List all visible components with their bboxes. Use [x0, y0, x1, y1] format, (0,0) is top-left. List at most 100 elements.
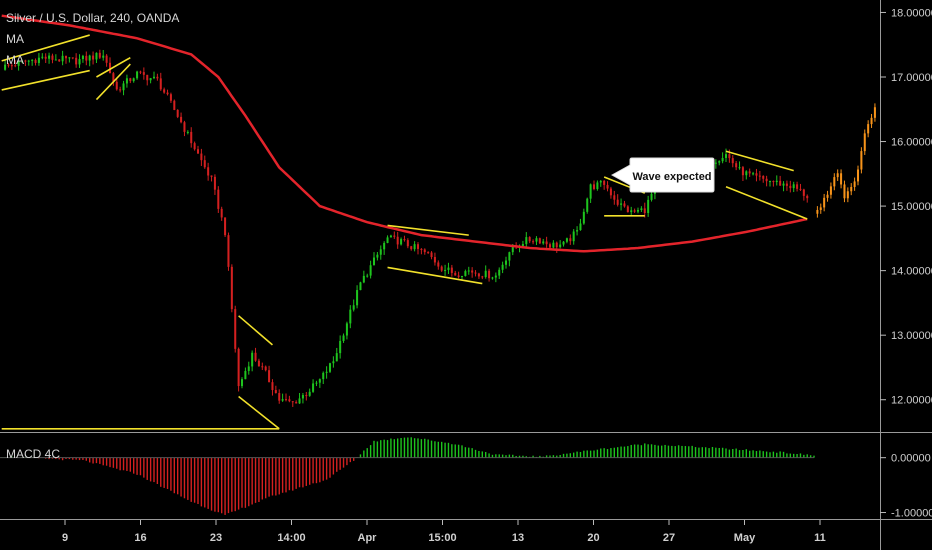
indicator-label-ma-1[interactable]: MA — [6, 32, 24, 46]
candle-body — [379, 249, 382, 255]
candle-body — [180, 116, 183, 123]
candle-body — [606, 184, 609, 189]
candle-body — [318, 379, 321, 383]
price-tick-label: 13.00000 — [891, 330, 932, 342]
candle-body — [775, 180, 778, 182]
candle-body — [339, 340, 342, 354]
candle-body — [765, 178, 768, 182]
candle-body — [254, 352, 257, 361]
candle-body — [58, 59, 61, 62]
moving-average-line — [1, 14, 808, 253]
candle-body — [122, 83, 125, 91]
candle-body — [427, 252, 430, 254]
candle-body — [284, 399, 288, 401]
candle-body — [484, 270, 487, 278]
candle-body — [802, 189, 805, 196]
candle-body — [213, 176, 216, 190]
candle-body — [562, 241, 565, 245]
candle-body — [315, 382, 318, 384]
candle-body — [413, 244, 416, 250]
candle-body — [92, 55, 95, 60]
candle-body — [196, 149, 200, 154]
candle-body — [423, 249, 426, 253]
candle-body — [728, 154, 731, 159]
candle-body — [555, 242, 558, 248]
candle-body — [406, 240, 409, 247]
candle-body — [112, 73, 115, 82]
candle-body — [755, 173, 758, 176]
candle-body — [264, 366, 267, 371]
candle-body — [20, 60, 24, 62]
candle-body — [572, 231, 575, 242]
candle-body — [450, 267, 453, 273]
candle-body — [325, 371, 328, 373]
candle-body — [576, 230, 579, 232]
candle-body — [589, 184, 592, 199]
macd-tick-label: -1.00000 — [891, 508, 932, 520]
candle-body — [305, 395, 308, 397]
candle-body — [108, 62, 112, 74]
candle-body — [582, 211, 585, 224]
candle-body — [586, 198, 589, 212]
candle-body — [592, 184, 596, 189]
candle-body — [271, 382, 274, 391]
candle-body — [186, 131, 189, 133]
indicator-label-ma-2[interactable]: MA — [6, 53, 24, 67]
candle-body — [119, 89, 122, 91]
projection-candle — [826, 194, 829, 198]
candle-body — [247, 366, 250, 371]
candle-body — [159, 78, 162, 90]
candle-body — [433, 257, 436, 263]
candle-body — [620, 203, 623, 205]
candle-body — [75, 57, 78, 65]
candle-body — [217, 189, 220, 209]
candle-body — [477, 273, 480, 277]
projection-candle — [840, 173, 843, 185]
time-tick-label: Apr — [358, 532, 378, 544]
candle-body — [498, 269, 501, 276]
candle-body — [599, 180, 602, 183]
candle-body — [369, 265, 372, 276]
candle-body — [400, 239, 403, 245]
candle-body — [146, 74, 149, 81]
projection-candle — [823, 197, 826, 208]
annotation-callout[interactable]: Wave expected — [610, 157, 715, 193]
projection-candle — [856, 169, 860, 182]
candle-body — [88, 55, 91, 61]
candle-body — [136, 71, 139, 79]
candle-body — [352, 305, 355, 310]
pattern-trendline — [387, 224, 469, 236]
macd-panel-label[interactable]: MACD 4C — [6, 447, 60, 461]
projection-candle — [829, 186, 832, 195]
candle-body — [545, 241, 548, 245]
candle-body — [27, 60, 30, 62]
candle-body — [37, 57, 40, 63]
candle-body — [190, 131, 193, 144]
candle-body — [718, 161, 721, 163]
candle-body — [224, 217, 227, 236]
candle-body — [410, 246, 413, 250]
projection-candle — [853, 181, 856, 187]
candle-body — [78, 59, 81, 65]
price-tick-label: 12.00000 — [891, 395, 932, 407]
candle-body — [328, 363, 332, 372]
price-tick-label: 16.00000 — [891, 137, 932, 149]
candle-body — [349, 309, 352, 324]
candle-body — [64, 55, 68, 59]
candle-body — [741, 167, 744, 176]
candle-body — [257, 360, 260, 367]
candle-body — [142, 72, 145, 75]
candle-body — [714, 162, 717, 164]
annotation-text: Wave expected — [632, 171, 711, 183]
candle-body — [521, 244, 524, 247]
pattern-trendline — [238, 395, 280, 430]
candle-body — [796, 184, 799, 189]
candle-body — [643, 208, 646, 213]
candle-body — [389, 235, 392, 238]
candle-body — [640, 208, 643, 210]
candle-body — [227, 235, 230, 267]
candle-body — [782, 183, 785, 186]
candle-body — [383, 242, 386, 250]
candle-body — [386, 237, 389, 243]
candle-body — [359, 282, 362, 291]
